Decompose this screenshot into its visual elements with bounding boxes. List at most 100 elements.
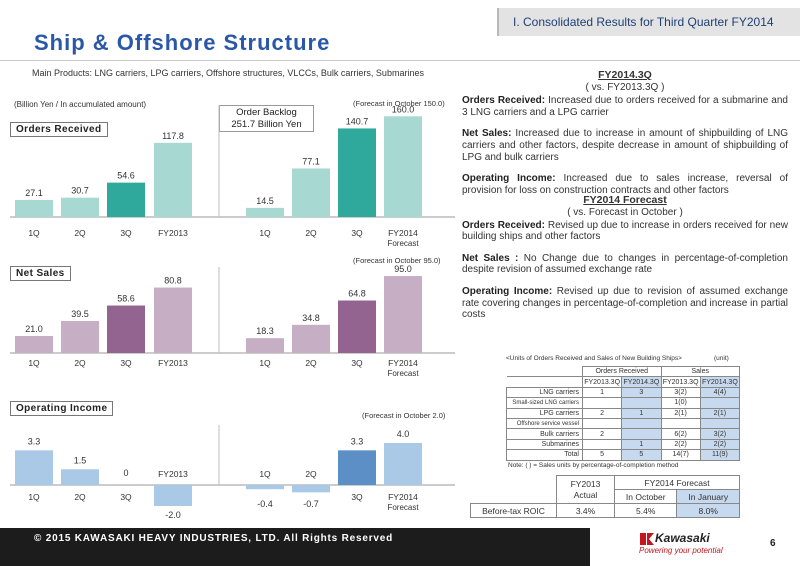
orders-forecast-note: (Forecast in October 150.0) [353, 99, 445, 108]
orders-group-header: Orders Received [582, 365, 662, 378]
cell-value: 11(9) [699, 449, 741, 461]
row-label: Total [506, 449, 583, 461]
bar [154, 142, 192, 217]
kawasaki-logo-icon [640, 533, 654, 545]
cell-value: 3(2) [699, 428, 741, 440]
bar [292, 324, 330, 353]
value-label: 80.8 [164, 276, 182, 286]
category-label: 1Q [259, 228, 271, 238]
col-header: FY2014.3Q [621, 376, 662, 388]
units-table-row: Small-sized LNG carriers 1(0) [506, 397, 741, 409]
units-table: Orders Received Sales FY2013.3Q FY2014.3… [506, 365, 741, 461]
sales-group-header: Sales [660, 365, 740, 378]
row-label: LNG carriers [506, 386, 583, 399]
category-label: 1Q [28, 228, 40, 238]
category-label: 1Q [28, 492, 40, 502]
category-label: 2Q [305, 228, 317, 238]
cell-value: 2(1) [660, 407, 701, 419]
fc-income-comment: Operating Income: Revised up due to revi… [462, 285, 788, 321]
cell-value: 2(2) [660, 438, 701, 451]
units-table-row: Total 5 5 14(7) 11(9) [506, 449, 741, 461]
sales-forecast-note: (Forecast in October 95.0) [353, 256, 441, 265]
bar [246, 338, 284, 353]
section-tag: I. Consolidated Results for Third Quarte… [497, 8, 800, 36]
category-label: Forecast [387, 503, 419, 512]
bar [292, 168, 330, 217]
units-table-note: Note: ( ) = Sales units by percentage-of… [508, 462, 679, 469]
value-label: -0.4 [257, 499, 273, 509]
bar [292, 485, 330, 493]
in-october-header: In October [613, 489, 678, 504]
q3-orders-comment: Orders Received: Increased due to orders… [462, 95, 788, 118]
units-note: (Billion Yen / In accumulated amount) [14, 100, 147, 109]
category-label: FY2013 [158, 469, 188, 479]
bar [61, 469, 99, 485]
bar [246, 485, 284, 490]
q3-sales-comment: Net Sales: Increased due to increase in … [462, 128, 789, 163]
bar [154, 287, 192, 353]
fy2014-3q-heading: FY2014.3Q [598, 69, 652, 81]
order-backlog-box: Order Backlog 251.7 Billion Yen [219, 105, 314, 132]
cell-value: 4(4) [699, 386, 741, 399]
roic-january: 8.0% [676, 503, 740, 518]
value-label: 95.0 [394, 264, 412, 274]
units-table-row: LPG carriers 2 1 2(1) 2(1) [506, 407, 741, 419]
category-label: 3Q [351, 228, 363, 238]
cell-value: 1 [621, 438, 662, 451]
fy2013-actual-header: FY2013 Actual [556, 475, 615, 504]
cell-value: 2 [581, 407, 623, 419]
cell-value: 5 [581, 449, 623, 461]
q3-income-comment: Operating Income: Increased due to sales… [462, 173, 788, 196]
bar [338, 128, 376, 217]
category-label: Forecast [387, 369, 419, 378]
category-label: 3Q [351, 358, 363, 368]
col-header: FY2013.3Q [581, 376, 623, 388]
value-label: 140.7 [346, 116, 369, 126]
row-label: Submarines [506, 438, 583, 451]
row-label: Small-sized LNG carriers [506, 397, 583, 409]
units-table-unit: (unit) [714, 355, 729, 362]
copyright: © 2015 KAWASAKI HEAVY INDUSTRIES, LTD. A… [34, 533, 394, 544]
value-label: 1.5 [74, 455, 87, 465]
category-label: 3Q [120, 358, 132, 368]
bar [338, 450, 376, 485]
backlog-label: Order Backlog [236, 107, 297, 118]
bar [61, 321, 99, 353]
cell-value: 3 [621, 386, 662, 399]
bar [154, 485, 192, 506]
cell-value [699, 417, 741, 430]
value-label: 3.3 [28, 436, 41, 446]
units-table-row: Bulk carriers 2 6(2) 3(2) [506, 428, 741, 440]
value-label: 64.8 [348, 289, 366, 299]
value-label: 0 [123, 468, 128, 478]
cell-value: 2 [581, 428, 623, 440]
value-label: 34.8 [302, 313, 320, 323]
bar [384, 116, 422, 217]
footer-band [0, 528, 590, 566]
cell-value [660, 417, 701, 430]
page-number: 6 [770, 538, 776, 549]
bar [107, 182, 145, 217]
bar [15, 450, 53, 485]
roic-row-label: Before-tax ROIC [470, 503, 557, 518]
category-label: 3Q [120, 492, 132, 502]
col-header: FY2013.3Q [660, 376, 701, 388]
value-label: -0.7 [303, 499, 319, 509]
units-table-row: Submarines 1 2(2) 2(2) [506, 438, 741, 451]
cell-value [581, 397, 623, 409]
cell-value [581, 417, 623, 430]
value-label: 117.8 [162, 131, 184, 141]
bar [384, 443, 422, 485]
value-label: 77.1 [302, 156, 320, 166]
col-header: FY2014.3Q [699, 376, 741, 388]
category-label: 2Q [74, 492, 86, 502]
cell-value [621, 397, 662, 409]
category-label: 2Q [74, 228, 86, 238]
operating-income-label: Operating Income [10, 401, 114, 416]
cell-value: 6(2) [660, 428, 701, 440]
cell-value: 3(2) [660, 386, 701, 399]
bar [61, 197, 99, 217]
category-label: FY2013 [158, 228, 188, 238]
value-label: 160.0 [392, 104, 415, 114]
category-label: 3Q [120, 228, 132, 238]
